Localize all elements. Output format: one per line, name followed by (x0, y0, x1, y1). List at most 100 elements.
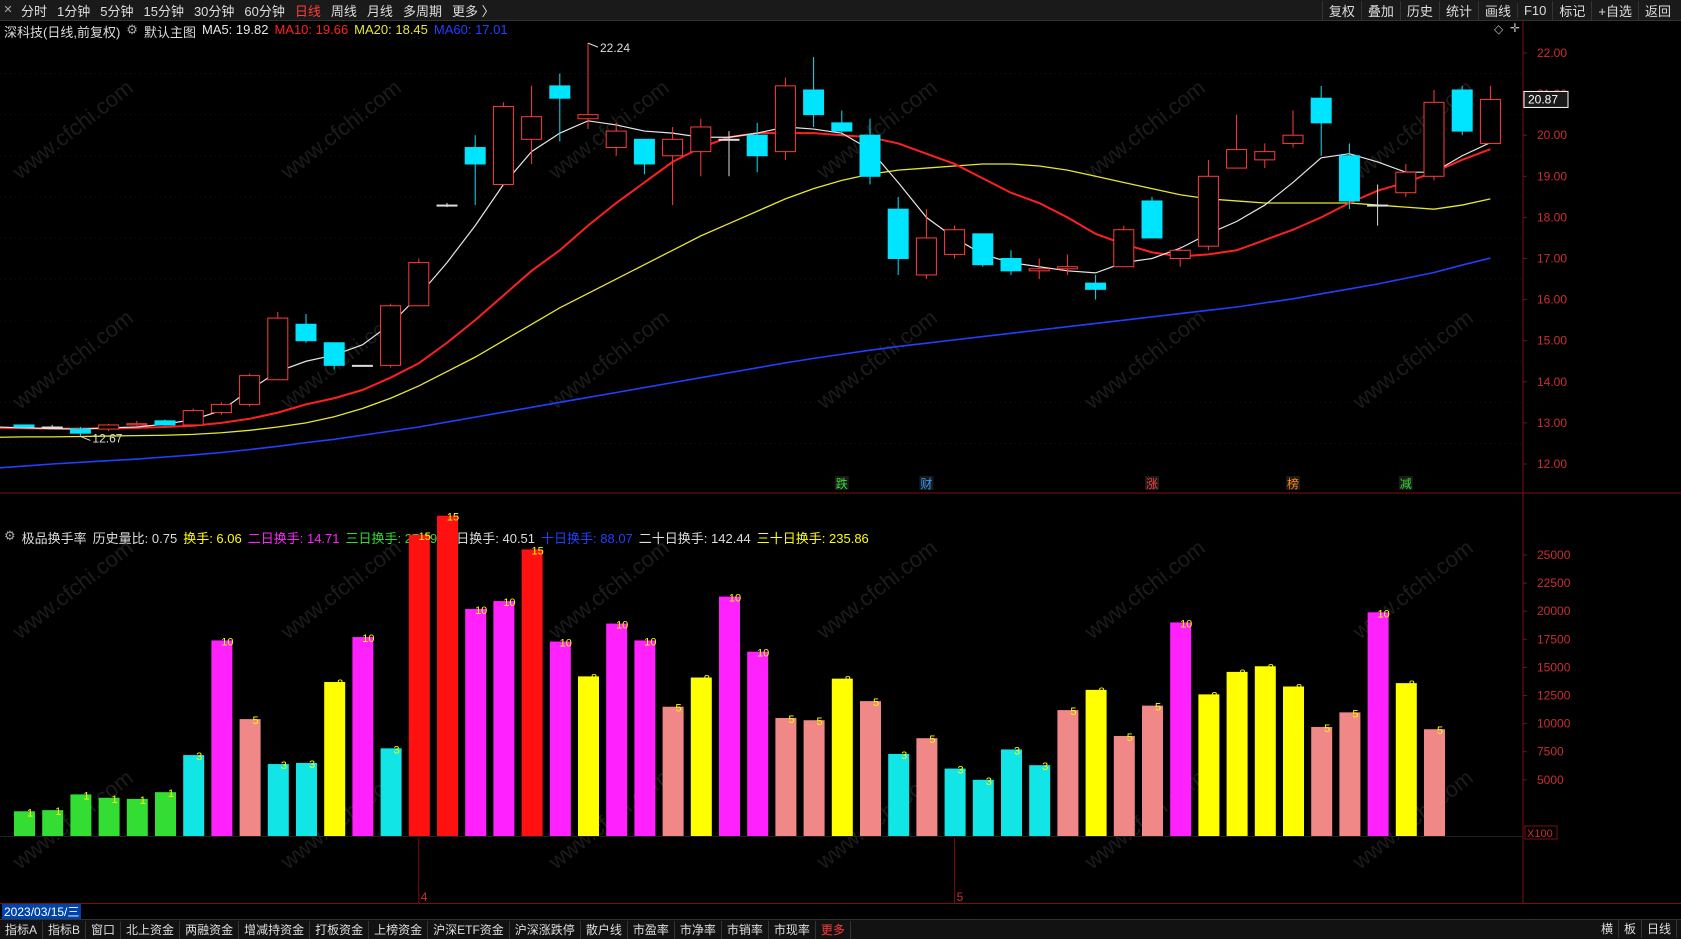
indicator-tab[interactable]: 市销率 (722, 920, 769, 939)
period-tab[interactable]: 15分钟 (143, 3, 184, 19)
turnover-bar-label: 10 (729, 593, 741, 605)
indicator-tab[interactable]: 更多 (816, 920, 851, 939)
event-marker: 涨 (1146, 476, 1158, 491)
period-tab[interactable]: 周线 (330, 3, 357, 19)
turnover-tick-label: 7500 (1537, 745, 1564, 759)
indicator-tab[interactable]: 增减持资金 (239, 920, 311, 939)
toolbar-button[interactable]: 历史 (1399, 0, 1439, 20)
diamond-icon[interactable]: ◇ (1494, 22, 1504, 36)
indicator-tab[interactable]: 沪深涨跌停 (510, 920, 581, 939)
indicator-tab[interactable]: 散户线 (581, 920, 628, 939)
candle-body (154, 420, 176, 426)
period-tabs: 分时 1分钟 5分钟 15分钟 30分钟 60分钟 日线 周线 月线 多周期 更多 〉 (16, 1, 500, 20)
turnover-bar (324, 682, 346, 836)
turnover-bar (634, 640, 656, 836)
turnover-bar-label: 10 (644, 636, 656, 648)
bottom-right-button[interactable]: 板 (1619, 920, 1642, 938)
period-tab[interactable]: 分时 (21, 3, 48, 19)
turnover-bar (1142, 705, 1163, 836)
turnover-bar-label: 10 (1180, 618, 1192, 630)
turnover-bar (1001, 749, 1022, 836)
candle-body (1085, 282, 1107, 290)
candle-body (1338, 155, 1360, 202)
turnover-bar-label: 8 (1099, 686, 1105, 698)
toolbar-button[interactable]: +自选 (1591, 0, 1638, 20)
toolbar-button[interactable]: 画线 (1477, 0, 1517, 20)
period-tab[interactable]: 日线 (294, 3, 321, 19)
price-tick-label: 16.00 (1537, 293, 1567, 307)
indicator-tab[interactable]: 指标A (0, 920, 44, 939)
period-tab[interactable]: 更多 〉 (451, 3, 495, 19)
event-marker-box (834, 476, 849, 490)
turnover-bar (1367, 612, 1389, 836)
turnover-bar (183, 755, 205, 836)
turnover-bar (408, 534, 430, 836)
indicator-tab[interactable]: 市盈率 (628, 920, 675, 939)
turnover-bar (98, 797, 120, 836)
turnover-bar (719, 596, 740, 836)
turnover-1d: 换手: 6.06 (183, 531, 242, 546)
indicator-tab[interactable]: 上榜资金 (369, 920, 429, 939)
event-marker-box (1286, 476, 1300, 490)
toolbar-button[interactable]: 统计 (1438, 0, 1478, 20)
indicator-tab[interactable]: 北上资金 (121, 920, 181, 939)
period-tab[interactable]: 30分钟 (193, 3, 235, 19)
indicator-tab[interactable]: 指标B (43, 920, 87, 939)
candle-body (239, 375, 261, 405)
candle-body (492, 105, 514, 186)
candle-body (1226, 149, 1248, 169)
toolbar-button[interactable]: 叠加 (1360, 0, 1400, 20)
period-tab[interactable]: 5分钟 (100, 3, 134, 19)
watermark-text: www.cfchi.com (811, 305, 942, 415)
period-toolbar: ✕ 分时 1分钟 5分钟 15分钟 30分钟 60分钟 日线 周线 月线 多周期 更多 〉 复权 叠加… (0, 0, 1681, 21)
indicator-tab[interactable]: 市净率 (675, 920, 722, 939)
month-mark-label: 5 (957, 890, 964, 903)
indicator-tab[interactable]: 两融资金 (180, 920, 240, 939)
plus-icon[interactable]: ✛ (1510, 21, 1521, 35)
candle-body (41, 426, 63, 429)
turnover-bar-label: 3 (196, 751, 202, 763)
indicator-name[interactable]: 默认主图 (143, 25, 196, 40)
candle-body (323, 342, 345, 366)
low-price-label: 12.67 (92, 431, 122, 445)
turnover-unit-box (1524, 825, 1558, 840)
turnover-bar (239, 719, 261, 836)
stock-chart[interactable]: www.cfchi.com www.cfchi.com www.cfchi.com w… (0, 20, 1681, 903)
toolbar-button[interactable]: 复权 (1321, 0, 1361, 20)
settings-icon[interactable]: ⚙ (126, 22, 138, 37)
watermark-text: www.cfchi.com (275, 535, 406, 645)
turnover-bar-label: 3 (309, 759, 315, 771)
candle-body (351, 364, 373, 367)
toolbar-button[interactable]: 返回 (1637, 0, 1677, 20)
candle-body (1169, 249, 1191, 259)
sub-indicator-name[interactable]: 极品换手率 (21, 531, 87, 546)
turnover-bar-label: 1 (83, 790, 89, 802)
turnover-bar-label: 5 (1127, 732, 1133, 744)
period-tab[interactable]: 1分钟 (57, 3, 91, 19)
turnover-tick-label: 22500 (1537, 576, 1571, 590)
ma5-value: MA5: 19.82 (201, 22, 269, 37)
settings-icon[interactable]: ⚙ (4, 528, 16, 543)
indicator-tab[interactable]: 市现率 (769, 920, 816, 939)
turnover-bar-label: 15 (447, 512, 459, 524)
toolbar-button[interactable]: F10 (1516, 2, 1552, 18)
indicator-tab[interactable]: 打板资金 (310, 920, 370, 939)
indicator-tab[interactable]: 窗口 (86, 920, 122, 939)
candle-body (831, 122, 853, 132)
period-tab[interactable]: 60分钟 (244, 3, 285, 19)
turnover-bar (860, 701, 881, 836)
candle-body (182, 410, 204, 426)
bottom-right-button[interactable]: 横 (1596, 920, 1619, 938)
period-tab[interactable]: 多周期 (402, 3, 442, 19)
stock-title[interactable]: 深科技(日线,前复权) (4, 25, 121, 40)
close-icon[interactable]: ✕ (3, 4, 13, 16)
bottom-right-button[interactable]: 日线 (1642, 920, 1677, 938)
candle-body (380, 305, 402, 366)
turnover-bar (1113, 735, 1135, 836)
toolbar-button[interactable]: 标记 (1552, 0, 1591, 20)
turnover-bar-label: 8 (1240, 668, 1246, 680)
turnover-bar-label: 5 (929, 734, 935, 746)
turnover-bar (690, 677, 712, 836)
period-tab[interactable]: 月线 (366, 3, 393, 19)
indicator-tab[interactable]: 沪深ETF资金 (428, 920, 510, 939)
